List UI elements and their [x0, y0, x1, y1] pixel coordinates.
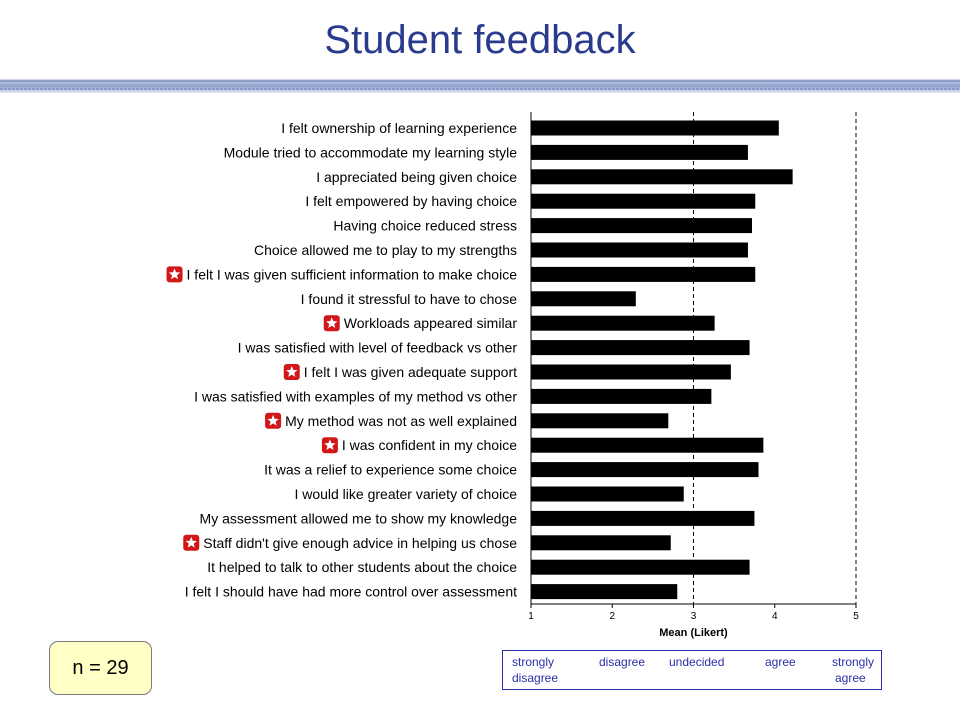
legend-strongly-disagree-line1: strongly [512, 655, 555, 669]
category-label: It helped to talk to other students abou… [207, 559, 517, 575]
star-marker-icon [323, 315, 340, 332]
likert-scale-legend: strongly disagree disagree undecided agr… [502, 650, 882, 690]
legend-strongly-agree-line2: agree [835, 671, 866, 685]
x-tick-label: 2 [609, 611, 615, 622]
x-axis-title: Mean (Likert) [659, 627, 728, 639]
star-marker-icon [183, 534, 200, 551]
bar [531, 193, 756, 209]
bar [531, 340, 750, 356]
sample-size-box: n = 29 [49, 641, 152, 695]
bar [531, 559, 750, 575]
star-marker-icon [265, 412, 282, 429]
category-label: I felt empowered by having choice [305, 193, 517, 209]
star-marker-icon [283, 364, 300, 380]
category-label: Workloads appeared similar [344, 315, 518, 331]
bar [531, 413, 669, 429]
bar [531, 584, 678, 600]
legend-undecided: undecided [669, 655, 725, 669]
category-label: It was a relief to experience some choic… [264, 462, 517, 478]
legend-strongly-disagree-line2: disagree [512, 671, 559, 685]
bar [531, 242, 748, 258]
bar [531, 291, 636, 307]
category-label: I would like greater variety of choice [294, 486, 517, 502]
bar [531, 266, 756, 282]
category-label: Staff didn't give enough advice in helpi… [203, 535, 517, 551]
legend-agree: agree [765, 655, 796, 669]
star-marker-icon [166, 266, 183, 283]
category-label: Choice allowed me to play to my strength… [254, 242, 517, 258]
category-label: I was satisfied with level of feedback v… [238, 340, 518, 356]
bar [531, 462, 759, 478]
bar [531, 510, 755, 526]
bar [531, 218, 752, 234]
category-label: Having choice reduced stress [333, 218, 517, 234]
bar [531, 120, 779, 136]
x-tick-label: 3 [691, 611, 697, 622]
category-label: I was satisfied with examples of my meth… [194, 388, 517, 404]
bar [531, 486, 684, 502]
bar [531, 364, 731, 380]
bar [531, 169, 793, 185]
star-marker-icon [321, 437, 338, 454]
bar [531, 437, 764, 453]
x-tick-label: 5 [853, 611, 859, 622]
category-label: Module tried to accommodate my learning … [224, 144, 518, 160]
category-label: I felt ownership of learning experience [281, 120, 517, 136]
page-title: Student feedback [324, 18, 636, 62]
legend-strongly-agree-line1: strongly [832, 655, 875, 669]
category-label: I was confident in my choice [342, 437, 517, 453]
title-divider-bar [0, 79, 960, 93]
category-label: My method was not as well explained [285, 413, 517, 429]
category-label: I felt I was given sufficient informatio… [187, 266, 518, 282]
feedback-bar-chart: I felt ownership of learning experience M… [166, 112, 859, 639]
x-tick-label: 1 [528, 611, 534, 622]
bar [531, 144, 748, 160]
bar [531, 535, 671, 551]
bar [531, 388, 712, 404]
category-label: I found it stressful to have to chose [301, 291, 518, 307]
category-label: I felt I should have had more control ov… [185, 584, 517, 600]
x-tick-label: 4 [772, 611, 778, 622]
category-label: I felt I was given adequate support [304, 364, 517, 380]
category-label: My assessment allowed me to show my know… [200, 510, 518, 526]
category-label: I appreciated being given choice [316, 169, 517, 185]
bar [531, 315, 715, 331]
legend-disagree: disagree [599, 655, 646, 669]
